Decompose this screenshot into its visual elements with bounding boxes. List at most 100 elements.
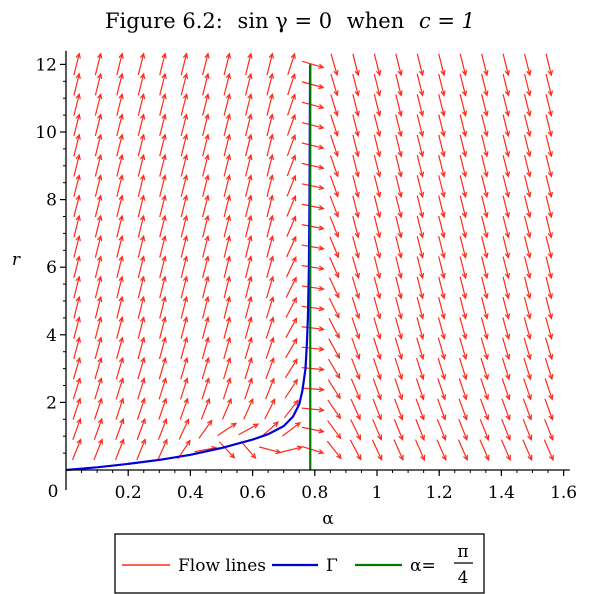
flow-arrow [395,215,403,239]
flow-arrow [301,162,325,170]
flow-arrow [284,358,298,379]
flow-arrow [159,214,167,238]
flow-arrow [436,439,447,462]
flow-arrow [94,92,103,116]
flow-arrow [328,317,340,340]
flow-field [71,52,554,462]
chart-title: Figure 6.2: sin γ = 0 when c = 1 [105,9,475,33]
flow-arrow [438,215,446,239]
flow-arrow [301,142,325,150]
flow-arrow [459,114,468,138]
flow-arrow [301,203,325,211]
y-tick-label: 6 [46,258,57,278]
flow-arrow [522,439,533,462]
flow-arrow [523,378,532,401]
flow-arrow [438,134,446,158]
flow-arrow [158,356,167,380]
flow-arrow [240,441,257,460]
flow-arrow [244,234,253,258]
flow-arrow [264,398,276,420]
flow-arrow [94,295,103,319]
flow-arrow [328,277,340,299]
flow-arrow [523,276,532,300]
flow-arrow [244,275,253,299]
flow-arrow [223,214,232,238]
flow-arrow [373,94,382,117]
flow-arrow [266,52,274,76]
flow-arrow [352,215,360,239]
flow-arrow [137,52,146,76]
flow-arrow [416,357,425,381]
flow-arrow [180,255,189,279]
flow-arrow [395,53,403,77]
flow-arrow [266,255,275,278]
flow-arrow [545,195,553,219]
flow-arrow [137,194,146,218]
origin-label: 0 [48,482,59,502]
flow-arrow [502,134,511,158]
flow-arrow [351,337,361,360]
flow-arrow [223,52,232,76]
flow-arrow [94,356,103,380]
flow-arrow [202,92,210,116]
flow-arrow [395,134,403,158]
legend-label-alpha-prefix: α= [410,556,436,576]
flow-arrow [350,378,361,401]
flow-arrow [329,195,340,218]
flow-arrow [481,94,489,117]
y-tick-label: 2 [46,393,57,413]
flow-arrow [266,92,274,116]
flow-arrow [137,113,146,137]
flow-arrow [479,439,490,462]
flow-arrow [116,52,124,76]
flow-arrow [266,133,274,157]
flow-arrow [159,153,167,177]
flow-arrow [202,255,210,279]
flow-arrow [157,438,168,461]
flow-arrow [522,418,533,441]
flow-arrow [244,255,253,279]
flow-arrow [373,73,382,97]
flow-arrow [180,52,189,76]
flow-arrow [373,175,382,199]
flow-arrow [93,397,103,420]
flow-arrow [352,154,360,178]
flow-arrow [116,316,124,339]
flow-arrow [459,94,468,117]
flow-arrow [202,174,210,197]
flow-arrow [201,336,210,360]
flow-arrow [373,134,382,158]
flow-arrow [301,305,325,312]
flow-arrow [244,72,253,96]
flow-arrow [523,154,532,178]
flow-arrow [459,236,468,259]
flow-arrow [73,214,81,238]
flow-arrow [73,92,81,116]
flow-arrow [244,113,253,137]
flow-arrow [244,153,253,177]
flow-arrow [116,194,124,218]
flow-arrow [180,113,189,137]
flow-arrow [283,399,299,419]
flow-arrow [545,73,553,97]
flow-arrow [265,295,275,319]
flow-arrow [93,417,103,440]
flow-arrow [159,133,167,157]
flow-arrow [202,194,210,218]
flow-arrow [543,439,554,462]
flow-arrow [502,337,511,361]
flow-arrow [73,336,81,360]
flow-arrow [94,52,103,76]
legend-label-alpha-numerator: π [457,542,468,562]
flow-arrow [116,113,124,137]
flow-arrow [137,316,146,339]
flow-arrow [438,276,446,300]
flow-arrow [223,275,232,299]
flow-arrow [352,134,360,158]
flow-arrow [72,397,82,420]
flow-arrow [116,133,124,157]
flow-arrow [437,378,447,401]
flow-arrow [285,276,297,298]
flow-arrow [136,438,146,461]
flow-arrow [436,418,447,441]
